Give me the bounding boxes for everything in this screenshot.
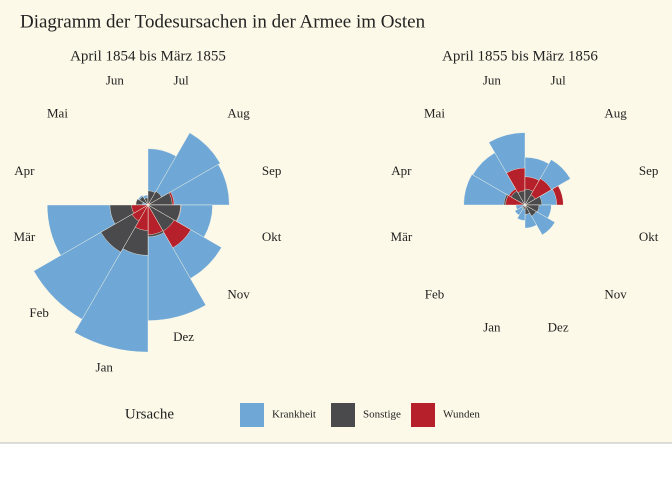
month-label: Feb (425, 286, 445, 301)
month-label: Nov (227, 286, 250, 301)
legend-label: Wunden (443, 409, 480, 421)
month-label: Feb (29, 305, 49, 320)
month-label: Nov (604, 286, 627, 301)
legend-title: Ursache (125, 406, 174, 422)
month-label: Aug (604, 105, 627, 120)
month-label: Mai (424, 105, 445, 120)
chart-title: Diagramm der Todesursachen in der Armee … (20, 11, 426, 32)
legend-swatch (411, 403, 435, 427)
legend-label: Sonstige (363, 409, 401, 421)
month-label: Jun (106, 72, 125, 87)
wedge (515, 204, 526, 210)
month-label: Mär (391, 229, 413, 244)
month-label: Mär (14, 229, 36, 244)
wedge (514, 204, 526, 216)
month-label: Mai (47, 105, 68, 120)
month-label: Jul (174, 72, 190, 87)
month-label: Jan (483, 320, 501, 335)
month-label: Jan (96, 359, 114, 374)
chart-subtitle: April 1855 bis März 1856 (442, 48, 598, 64)
month-label: Okt (639, 229, 659, 244)
chart-subtitle: April 1854 bis März 1855 (70, 48, 226, 64)
wedge (131, 204, 149, 214)
month-label: Apr (14, 163, 35, 178)
month-label: Sep (639, 163, 659, 178)
wedge (147, 132, 221, 206)
month-label: Dez (173, 329, 194, 344)
legend-swatch (240, 403, 264, 427)
legend-swatch (331, 403, 355, 427)
month-label: Aug (227, 105, 250, 120)
month-label: Jul (551, 72, 567, 87)
legend-label: Krankheit (272, 409, 316, 421)
month-label: Sep (262, 163, 282, 178)
wedge (516, 204, 526, 221)
month-label: Apr (391, 163, 412, 178)
month-label: Jun (483, 72, 502, 87)
month-label: Okt (262, 229, 282, 244)
month-label: Dez (548, 320, 569, 335)
